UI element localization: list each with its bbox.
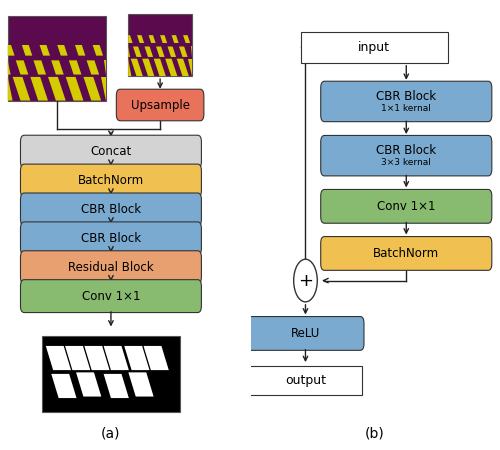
FancyBboxPatch shape — [20, 135, 202, 168]
Text: Conv 1×1: Conv 1×1 — [377, 200, 436, 213]
Text: (a): (a) — [101, 427, 120, 441]
Polygon shape — [160, 35, 167, 43]
Polygon shape — [144, 346, 169, 370]
Polygon shape — [133, 46, 141, 57]
Text: ReLU: ReLU — [291, 327, 320, 340]
Polygon shape — [154, 58, 166, 76]
Polygon shape — [130, 58, 143, 76]
Polygon shape — [69, 60, 82, 75]
Polygon shape — [183, 35, 190, 43]
Polygon shape — [46, 346, 71, 370]
Polygon shape — [30, 77, 48, 100]
Polygon shape — [142, 58, 154, 76]
Polygon shape — [104, 374, 129, 398]
Polygon shape — [137, 35, 144, 43]
Polygon shape — [104, 346, 129, 370]
Polygon shape — [76, 373, 102, 396]
Polygon shape — [148, 35, 156, 43]
Polygon shape — [51, 60, 64, 75]
Polygon shape — [22, 45, 32, 56]
FancyBboxPatch shape — [20, 164, 202, 197]
Polygon shape — [58, 45, 68, 56]
Polygon shape — [8, 77, 12, 100]
Polygon shape — [34, 60, 46, 75]
FancyBboxPatch shape — [116, 89, 204, 121]
Text: (b): (b) — [364, 427, 384, 441]
Polygon shape — [176, 58, 189, 76]
Text: 3×3 kernal: 3×3 kernal — [382, 158, 431, 167]
Text: Residual Block: Residual Block — [68, 261, 154, 274]
Polygon shape — [124, 346, 150, 370]
Polygon shape — [75, 45, 86, 56]
Text: input: input — [358, 40, 390, 54]
FancyBboxPatch shape — [247, 316, 364, 351]
Polygon shape — [48, 77, 66, 100]
Text: BatchNorm: BatchNorm — [373, 247, 440, 260]
Text: Concat: Concat — [90, 145, 132, 158]
Polygon shape — [104, 60, 106, 75]
FancyBboxPatch shape — [20, 222, 202, 255]
Polygon shape — [86, 60, 99, 75]
Circle shape — [294, 259, 318, 302]
Text: +: + — [298, 271, 313, 289]
Polygon shape — [188, 58, 192, 76]
Polygon shape — [144, 46, 153, 57]
Bar — [42, 336, 180, 412]
Polygon shape — [8, 60, 10, 75]
Polygon shape — [179, 46, 188, 57]
Polygon shape — [128, 46, 130, 57]
Polygon shape — [65, 346, 90, 370]
Polygon shape — [190, 46, 192, 57]
Text: CBR Block: CBR Block — [376, 90, 436, 103]
FancyBboxPatch shape — [320, 81, 492, 122]
Polygon shape — [165, 58, 177, 76]
Text: Upsample: Upsample — [130, 99, 190, 112]
FancyBboxPatch shape — [20, 279, 202, 313]
Polygon shape — [156, 46, 164, 57]
FancyBboxPatch shape — [320, 189, 492, 223]
Polygon shape — [16, 60, 28, 75]
Polygon shape — [92, 45, 103, 56]
Polygon shape — [66, 77, 84, 100]
Polygon shape — [128, 58, 132, 76]
FancyBboxPatch shape — [320, 135, 492, 176]
Polygon shape — [84, 346, 110, 370]
Polygon shape — [172, 35, 178, 43]
Text: CBR Block: CBR Block — [81, 232, 141, 245]
Polygon shape — [12, 77, 30, 100]
Polygon shape — [128, 373, 154, 396]
Polygon shape — [52, 374, 76, 398]
Text: output: output — [285, 374, 326, 387]
Text: BatchNorm: BatchNorm — [78, 174, 144, 187]
Polygon shape — [101, 77, 106, 100]
Bar — [249, 366, 362, 395]
Polygon shape — [8, 45, 14, 56]
Text: CBR Block: CBR Block — [376, 144, 436, 157]
Bar — [128, 14, 192, 76]
FancyBboxPatch shape — [20, 193, 202, 226]
Bar — [300, 32, 448, 63]
FancyBboxPatch shape — [20, 251, 202, 284]
Polygon shape — [40, 45, 50, 56]
Text: CBR Block: CBR Block — [81, 203, 141, 216]
Bar — [8, 16, 106, 100]
Polygon shape — [84, 77, 101, 100]
FancyBboxPatch shape — [320, 237, 492, 270]
Polygon shape — [128, 35, 132, 43]
Text: Conv 1×1: Conv 1×1 — [82, 290, 140, 302]
Polygon shape — [168, 46, 176, 57]
Text: 1×1 kernal: 1×1 kernal — [382, 104, 431, 112]
